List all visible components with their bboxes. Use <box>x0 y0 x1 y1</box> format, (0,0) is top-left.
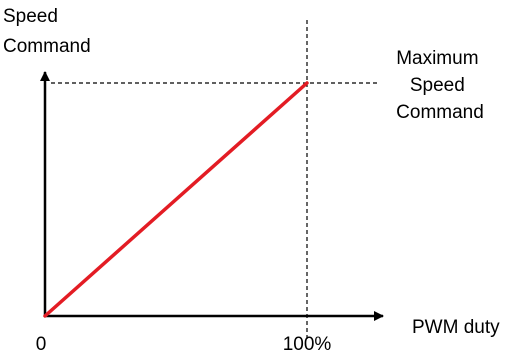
y-axis-label-line-2: Command <box>3 36 91 57</box>
max-speed-annotation-line-2: Speed <box>410 75 465 96</box>
x-tick-label-0: 0 <box>36 334 47 354</box>
y-axis-label: Speed Command <box>3 6 91 57</box>
max-speed-annotation-line-3: Command <box>396 102 484 123</box>
series-group <box>43 81 309 318</box>
series-0-segment-0 <box>43 81 309 318</box>
x-tick-label-100: 100% <box>283 334 332 354</box>
max-speed-annotation-line-1: Maximum <box>396 48 478 69</box>
x-axis-label: PWM duty <box>412 317 500 338</box>
y-axis-label-line-1: Speed <box>3 6 58 27</box>
max-speed-annotation: Maximum Speed Command <box>396 48 484 123</box>
